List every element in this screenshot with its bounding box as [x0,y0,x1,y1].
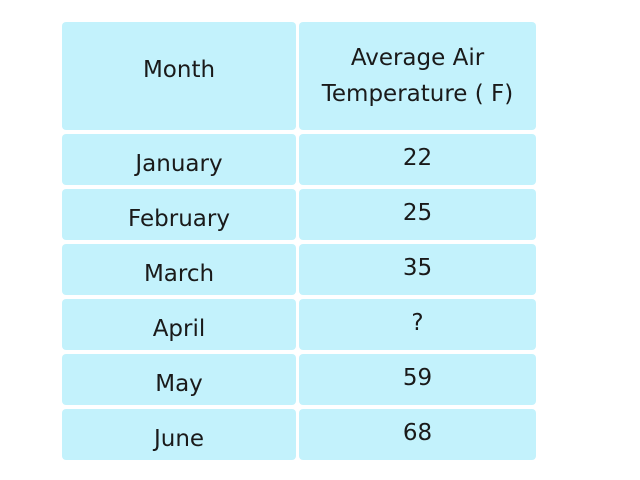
table-row: March 35 [62,244,536,295]
month-label: January [135,150,223,177]
header-temperature-label-line2: Temperature ( F) [321,81,514,107]
temperature-cell: 68 [299,409,536,460]
temperature-cell: 25 [299,189,536,240]
temperature-table: Month Average Air Temperature ( F) Janua… [62,22,536,464]
temperature-cell: 22 [299,134,536,185]
table-row: April ? [62,299,536,350]
header-temperature-label-line1: Average Air [350,45,485,71]
temperature-value: 59 [402,364,433,391]
month-label: February [128,205,230,232]
table-row: May 59 [62,354,536,405]
temperature-value: ? [411,309,424,336]
table-header-row: Month Average Air Temperature ( F) [62,22,536,130]
month-cell: February [62,189,296,240]
month-cell: March [62,244,296,295]
month-label: April [152,315,206,342]
month-cell: April [62,299,296,350]
month-cell: June [62,409,296,460]
header-month-cell: Month [62,22,296,130]
header-month-label: Month [142,57,216,83]
temperature-cell: 35 [299,244,536,295]
table-row: June 68 [62,409,536,460]
month-cell: January [62,134,296,185]
month-label: June [153,425,205,452]
header-temperature-cell: Average Air Temperature ( F) [299,22,536,130]
table-row: February 25 [62,189,536,240]
temperature-cell: ? [299,299,536,350]
table-row: January 22 [62,134,536,185]
temperature-value: 68 [402,419,433,446]
temperature-value: 25 [402,199,433,226]
month-cell: May [62,354,296,405]
temperature-value: 22 [402,144,433,171]
temperature-cell: 59 [299,354,536,405]
temperature-value: 35 [402,254,433,281]
month-label: May [155,370,203,397]
month-label: March [143,260,215,287]
